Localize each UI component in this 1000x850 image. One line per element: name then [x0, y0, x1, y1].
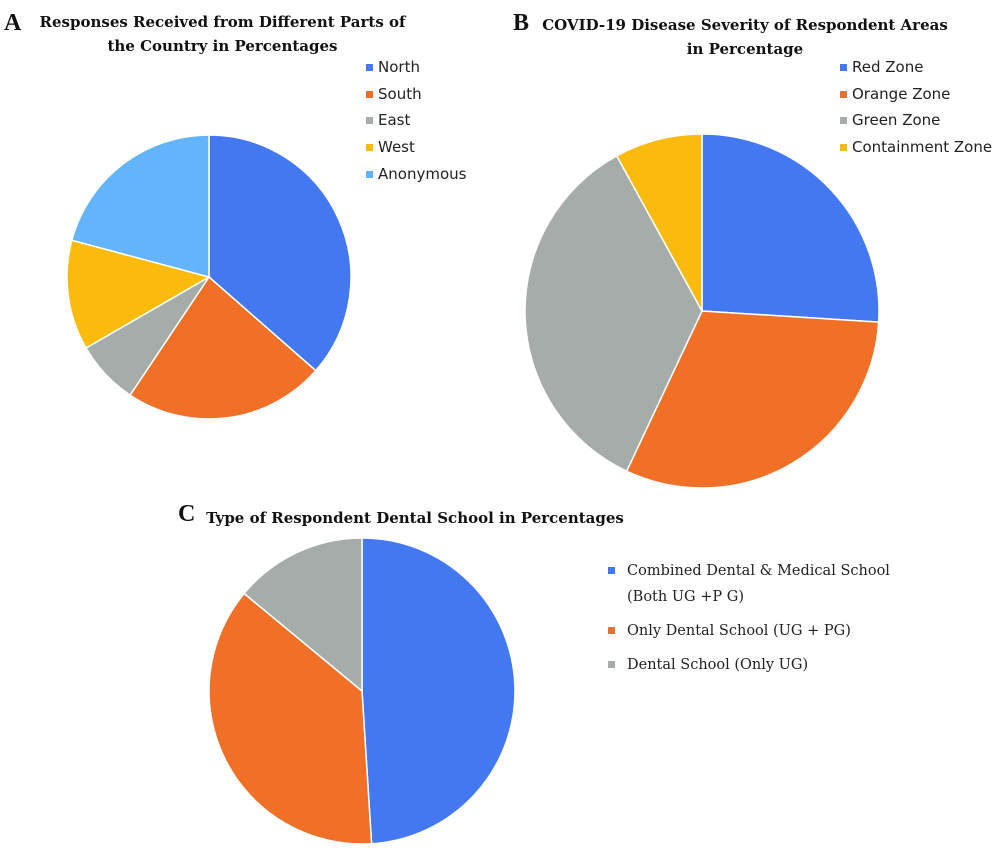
legend-item-a-1: South	[366, 85, 466, 112]
legend-swatch	[840, 144, 847, 152]
legend-label: Red Zone	[852, 58, 924, 76]
legend-swatch	[608, 567, 615, 574]
legend-label: West	[378, 138, 415, 157]
pie-slice-a-1	[129, 275, 317, 420]
legend-item-a-2: East	[366, 111, 466, 138]
chart-title-b: COVID-19 Disease Severity of Respondent …	[542, 16, 948, 58]
legend-item-c-1: Only Dental School (UG + PG)	[608, 618, 890, 644]
pie-slice-b-1	[625, 310, 880, 489]
legend-label: Only Dental School (UG + PG)	[627, 623, 851, 639]
legend-label: East	[378, 111, 411, 130]
pie-slice-b-0	[701, 133, 880, 323]
legend-swatch	[608, 627, 615, 634]
legend-label: North	[378, 58, 420, 76]
pie-slice-b-2	[524, 154, 703, 473]
legend-label: Dental School (Only UG)	[627, 657, 809, 673]
panel-letter-c: C	[178, 501, 196, 527]
pie-slice-a-3	[66, 239, 211, 350]
legend-swatch	[366, 117, 373, 125]
pie-slice-a-4	[70, 134, 210, 278]
legend-label: Containment Zone	[852, 138, 993, 157]
legend-item-b-2: Green Zone	[840, 111, 992, 138]
legend-label: Anonymous	[378, 164, 467, 183]
pie-slice-c-1	[208, 592, 373, 845]
pie-slice-a-0	[208, 134, 352, 372]
legend-a: North South East West Anonymous	[366, 58, 466, 191]
legend-label: Green Zone	[852, 111, 941, 130]
legend-label: South	[378, 84, 422, 103]
legend-item-a-0: North	[366, 58, 466, 85]
pie-slice-c-2	[243, 537, 363, 693]
legend-swatch	[366, 90, 373, 98]
legend-swatch	[840, 64, 847, 71]
legend-item-c-2: Dental School (Only UG)	[608, 652, 890, 678]
pie-slice-c-0	[361, 537, 516, 845]
legend-item-a-3: West	[366, 138, 466, 165]
legend-item-a-4: Anonymous	[366, 165, 466, 192]
legend-c: Combined Dental & Medical School (Both UG…	[608, 558, 890, 686]
legend-item-b-3: Containment Zone	[840, 138, 992, 165]
legend-swatch	[840, 117, 847, 125]
legend-label: Orange Zone	[852, 84, 951, 103]
legend-b: Red Zone Orange Zone Green Zone Containment…	[840, 58, 992, 165]
chart-title-a: Responses Received from Different Parts …	[39, 13, 406, 55]
legend-swatch	[366, 64, 373, 71]
legend-swatch	[608, 661, 615, 668]
legend-item-b-1: Orange Zone	[840, 85, 992, 112]
chart-title-c: Type of Respondent Dental School in Perc…	[206, 509, 624, 527]
legend-item-c-0: Combined Dental & Medical School (Both UG…	[608, 558, 890, 610]
legend-item-b-0: Red Zone	[840, 58, 992, 85]
legend-swatch	[366, 170, 373, 178]
panel-letter-b: B	[513, 10, 530, 36]
panel-letter-a: A	[4, 10, 22, 36]
legend-swatch	[366, 144, 373, 152]
legend-label: Combined Dental & Medical School (Both UG…	[627, 563, 890, 605]
pie-slice-b-3	[615, 133, 703, 312]
legend-swatch	[840, 90, 847, 98]
